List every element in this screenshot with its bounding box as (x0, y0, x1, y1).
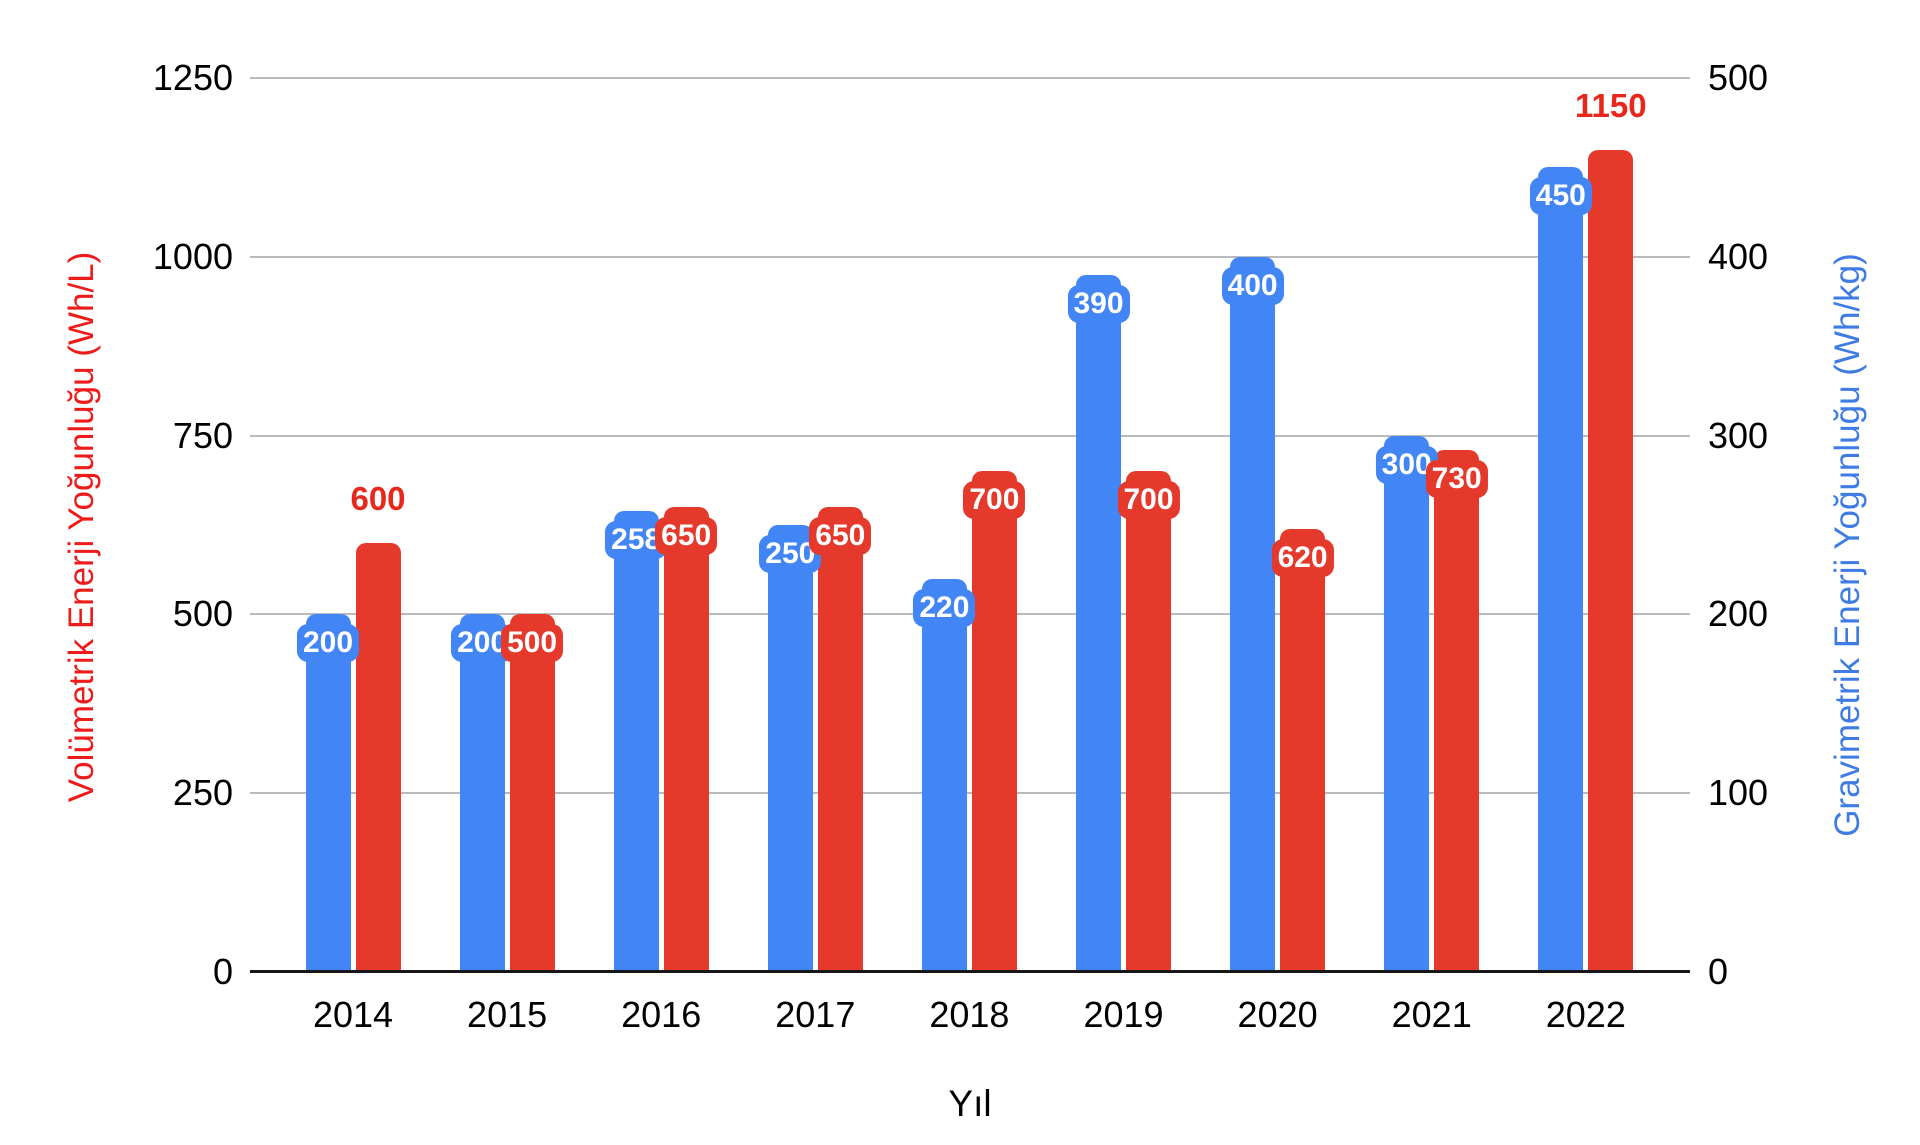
bar-label: 400 (1221, 266, 1284, 305)
bar-gravimetric-2019 (1076, 274, 1121, 972)
bar-gravimetric-2018 (921, 578, 967, 972)
bar-gravimetric-2015 (459, 614, 505, 972)
x-axis-tick-2016: 2016 (621, 994, 702, 1035)
x-axis-line (250, 970, 1690, 973)
left-axis-tick: 750 (172, 414, 233, 456)
gridline (250, 792, 1690, 795)
bar-label: 600 (350, 479, 406, 517)
bar-label: 450 (1529, 177, 1592, 216)
bar-label: 650 (655, 517, 718, 556)
x-axis-title: Yıl (948, 1083, 992, 1124)
bar-label: 700 (1117, 481, 1180, 520)
bar-volumetric-2019 (1126, 471, 1171, 972)
bar-label: 500 (501, 624, 564, 663)
left-axis-tick: 1250 (152, 57, 233, 98)
right-axis-tick: 300 (1708, 414, 1769, 456)
x-axis-tick-2021: 2021 (1391, 994, 1472, 1035)
bar-label: 220 (913, 588, 976, 627)
bar-volumetric-2021 (1434, 449, 1480, 972)
bar-label: 730 (1425, 459, 1488, 498)
bar-gravimetric-2014 (305, 614, 351, 972)
bar-label: 650 (809, 517, 872, 556)
right-axis-title: Gravimetrik Enerji Yoğunluğu (Wh/kg) (1828, 253, 1867, 837)
bar-label: 620 (1271, 538, 1334, 577)
bar-volumetric-2017 (817, 507, 863, 972)
bar-volumetric-2015 (509, 614, 555, 972)
bar-gravimetric-2016 (613, 510, 659, 972)
left-axis-tick: 500 (172, 593, 233, 635)
bar-gravimetric-2020 (1230, 256, 1276, 972)
plot-area: 200 600 200 500 258 650 250 650 220 700 390 700 400 6… (250, 77, 1690, 973)
right-axis-tick: 0 (1708, 951, 1729, 992)
bar-label: 200 (296, 624, 360, 663)
x-axis-tick-2019: 2019 (1083, 994, 1164, 1035)
x-axis-tick-2014: 2014 (312, 994, 394, 1035)
right-axis-tick: 500 (1708, 57, 1769, 98)
x-axis-tick-2018: 2018 (929, 994, 1010, 1035)
x-axis-tick-2020: 2020 (1237, 994, 1318, 1035)
bar-volumetric-2018 (971, 471, 1017, 972)
x-axis-tick-2015: 2015 (467, 994, 548, 1035)
bar-label: 390 (1067, 284, 1130, 323)
bar-volumetric-2014 (355, 542, 401, 972)
bar-label: 1150 (1575, 86, 1647, 124)
left-axis-tick: 1000 (152, 235, 233, 277)
gridline (250, 434, 1690, 437)
bar-volumetric-2022 (1588, 149, 1634, 972)
bar-gravimetric-2021 (1384, 435, 1430, 972)
right-axis-tick: 200 (1708, 593, 1769, 635)
bar-gravimetric-2017 (767, 525, 813, 972)
x-axis-tick-2022: 2022 (1545, 994, 1626, 1035)
left-axis-tick: 0 (212, 951, 233, 992)
x-axis-tick-2017: 2017 (775, 994, 856, 1035)
bar-label: 700 (963, 481, 1026, 520)
left-axis-tick: 250 (172, 772, 233, 814)
bar-gravimetric-2022 (1538, 167, 1584, 972)
right-axis-tick: 100 (1708, 772, 1769, 814)
gridline (250, 255, 1690, 258)
left-axis-title: Volümetrik Enerji Yoğunluğu (Wh/L) (62, 251, 101, 803)
bar-volumetric-2016 (663, 507, 709, 972)
bar-volumetric-2020 (1280, 528, 1326, 972)
right-axis-tick: 400 (1708, 235, 1769, 277)
gridline (250, 77, 1690, 79)
